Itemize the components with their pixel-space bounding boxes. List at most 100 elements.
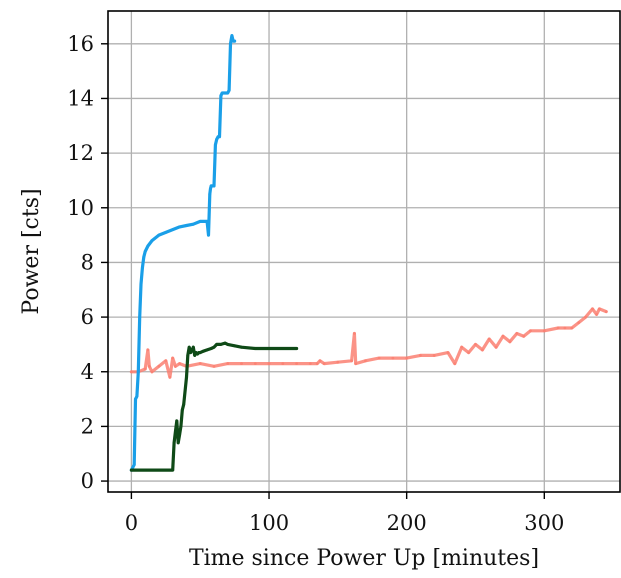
series-2 xyxy=(129,341,299,472)
data-point xyxy=(198,220,202,223)
data-point xyxy=(474,343,477,346)
data-point xyxy=(190,348,194,352)
data-point xyxy=(336,360,340,364)
data-point xyxy=(446,351,450,354)
data-point xyxy=(132,463,136,467)
data-point xyxy=(226,343,230,346)
data-point xyxy=(171,356,175,360)
data-point xyxy=(233,39,237,43)
data-point xyxy=(218,135,221,139)
data-point xyxy=(529,329,532,333)
x-tick-label: 100 xyxy=(249,511,289,535)
data-point xyxy=(377,356,381,360)
data-point xyxy=(591,307,594,311)
data-point xyxy=(364,359,367,363)
data-point xyxy=(563,326,567,330)
series-group xyxy=(129,34,608,472)
data-point xyxy=(212,364,216,368)
data-point xyxy=(501,334,505,338)
data-point xyxy=(481,348,484,352)
data-point xyxy=(185,375,188,379)
y-tick-label: 16 xyxy=(67,32,94,56)
data-point xyxy=(212,184,216,188)
data-point xyxy=(205,220,209,223)
data-point xyxy=(212,345,216,349)
data-point xyxy=(226,91,230,95)
data-point xyxy=(267,347,271,350)
data-point xyxy=(198,351,202,354)
data-point xyxy=(174,430,177,434)
data-point xyxy=(189,351,193,354)
x-tick-label: 300 xyxy=(524,511,564,535)
data-point xyxy=(191,345,195,349)
data-point xyxy=(240,362,243,365)
y-tick-label: 14 xyxy=(67,86,94,110)
data-point xyxy=(130,468,133,472)
data-point xyxy=(522,334,526,338)
data-point xyxy=(215,138,219,141)
data-point xyxy=(556,326,560,330)
data-point xyxy=(487,337,491,341)
data-point xyxy=(172,441,176,445)
x-axis-label: Time since Power Up [minutes] xyxy=(189,546,539,571)
y-tick-label: 6 xyxy=(81,305,94,329)
data-point xyxy=(353,332,356,335)
data-point xyxy=(584,315,587,319)
data-point xyxy=(209,347,213,350)
data-point xyxy=(240,345,243,349)
y-tick-label: 0 xyxy=(81,469,94,493)
data-point xyxy=(209,187,212,191)
data-point xyxy=(174,364,177,368)
data-point xyxy=(193,354,197,357)
data-point xyxy=(219,94,223,98)
data-point xyxy=(227,88,231,92)
y-axis-label: Power [cts] xyxy=(19,188,44,314)
data-point xyxy=(281,347,285,350)
data-point xyxy=(191,222,195,226)
data-point xyxy=(201,349,205,353)
data-point xyxy=(157,468,161,472)
data-point xyxy=(267,362,271,365)
data-point xyxy=(164,359,168,363)
data-point xyxy=(508,340,512,344)
data-point xyxy=(138,315,142,319)
data-point xyxy=(141,266,144,270)
plot-frame xyxy=(107,10,621,493)
data-point xyxy=(419,354,422,357)
data-point xyxy=(208,192,212,196)
data-point xyxy=(130,370,133,374)
data-point xyxy=(185,224,188,227)
data-point xyxy=(229,42,232,46)
data-point xyxy=(223,341,227,345)
x-tick-label: 200 xyxy=(387,511,427,535)
data-point xyxy=(136,370,140,374)
data-point xyxy=(354,362,358,365)
series-1 xyxy=(129,34,237,472)
data-point xyxy=(214,143,217,147)
data-point xyxy=(577,321,581,324)
data-point xyxy=(604,310,608,313)
data-point xyxy=(157,364,161,368)
y-tick-label: 4 xyxy=(81,360,94,384)
data-point xyxy=(175,419,179,423)
data-point xyxy=(595,313,598,316)
data-point xyxy=(178,225,182,229)
data-point xyxy=(315,362,319,365)
data-point xyxy=(233,344,237,348)
data-point xyxy=(598,307,601,311)
data-point xyxy=(230,34,234,37)
data-point xyxy=(253,347,257,350)
data-point xyxy=(142,255,146,259)
data-point xyxy=(178,433,182,436)
data-point xyxy=(281,362,285,365)
y-tick-label: 2 xyxy=(81,414,94,438)
data-point xyxy=(164,231,168,234)
x-tick-label: 0 xyxy=(125,511,138,535)
data-point xyxy=(226,362,230,365)
data-point xyxy=(308,362,312,365)
data-point xyxy=(253,362,257,365)
data-point xyxy=(147,364,151,368)
data-point xyxy=(205,348,209,352)
y-tick-label: 8 xyxy=(81,250,94,274)
